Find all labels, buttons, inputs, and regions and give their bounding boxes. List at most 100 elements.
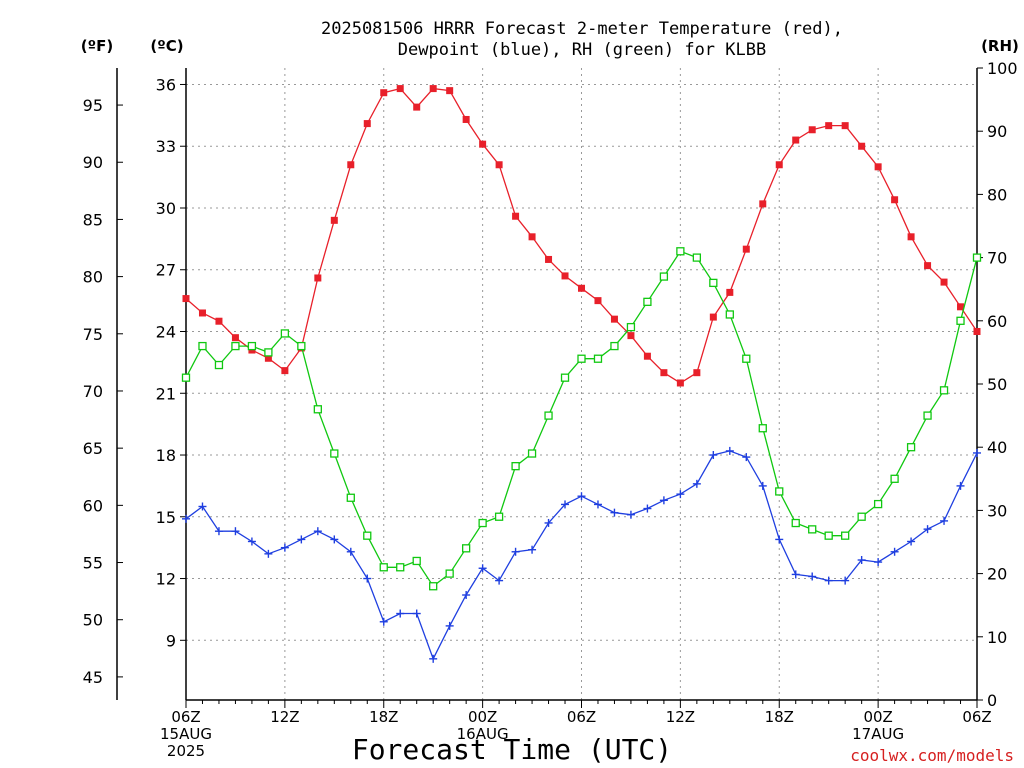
dewpoint-point [709,451,718,460]
fahrenheit-tick-label: 45 [83,668,103,687]
rh-point [593,354,603,363]
rh-point [181,373,191,382]
rh-point [330,449,339,458]
dewpoint-point [923,525,932,534]
celsius-unit-label: (ºC) [150,37,183,55]
rh-point [643,297,652,306]
rh-point [247,341,257,351]
dewpoint-point [577,492,586,501]
rh-point [214,360,224,370]
fahrenheit-unit-label: (ºF) [81,37,113,55]
temperature-point [528,233,536,241]
x-year-label: 2025 [167,742,205,760]
dewpoint-point [346,547,355,556]
celsius-tick-label: 9 [166,631,176,650]
celsius-tick-label: 12 [156,570,176,589]
dewpoint-point [742,453,751,462]
rh-tick-label: 50 [987,375,1007,394]
rh-tick-label: 90 [987,122,1007,141]
x-tick-label: 06Z [567,708,596,726]
x-tick-label: 18Z [369,708,398,726]
temperature-point [627,332,635,340]
dewpoint-point [956,481,965,490]
temperature-point [363,120,371,128]
temperature-point [396,85,404,93]
x-date-label: 15AUG [160,725,212,743]
x-axis-label: Forecast Time (UTC) [352,733,672,766]
temperature-point [380,89,388,97]
dewpoint-point [643,504,652,513]
rh-tick-label: 80 [987,185,1007,204]
rh-point [972,253,982,262]
fahrenheit-tick-label: 75 [83,325,103,344]
dewpoint-point [231,527,240,536]
temperature-point [215,317,223,325]
x-tick-label: 00Z [863,708,892,726]
fahrenheit-tick-label: 85 [83,210,103,229]
rh-unit-label: (RH) [981,37,1019,55]
temperature-point [907,233,915,241]
dewpoint-point [182,514,190,523]
rh-point [478,518,487,528]
dewpoint-point [676,490,685,499]
rh-point [231,341,240,351]
rh-point [577,354,586,363]
celsius-tick-label: 18 [156,446,176,465]
dewpoint-point [495,576,504,585]
dewpoint-point [841,576,850,585]
rh-point [775,487,784,496]
dewpoint-point [511,547,520,556]
rh-tick-label: 60 [987,312,1007,331]
temperature-point [479,140,487,148]
chart-title-line-1: 2025081506 HRRR Forecast 2-meter Tempera… [321,19,843,39]
temperature-point [545,255,553,263]
rh-point [791,518,800,528]
temperature-point [643,352,651,360]
dewpoint-point [890,547,899,556]
celsius-tick-label: 36 [156,75,176,94]
temperature-point [874,163,882,171]
rh-point [841,531,850,540]
series-layer [181,85,982,663]
rh-point [379,563,388,572]
temperature-point [495,161,503,169]
temperature-point [578,284,585,292]
dewpoint-point [692,479,701,488]
temperature-point [314,274,322,282]
rh-point [412,556,421,566]
rh-point [906,443,916,452]
temperature-point [808,126,816,134]
celsius-tick-label: 27 [156,261,176,280]
rh-tick-label: 0 [987,691,997,710]
temperature-point [792,136,800,144]
rh-point [725,310,734,319]
dewpoint-point [313,527,322,536]
credit-text: coolwx.com/models [850,746,1014,765]
x-date-label: 17AUG [852,725,904,743]
celsius-tick-label: 30 [156,199,176,218]
dewpoint-point [725,446,734,455]
temperature-point [858,142,866,150]
rh-point [511,462,520,471]
rh-point [659,272,669,281]
dewpoint-point [280,543,289,552]
rh-point [544,411,553,420]
temperature-point [231,334,239,342]
temperature-point [891,196,899,204]
rh-point [626,322,636,332]
rh-point [363,531,372,540]
dewpoint-point [808,572,817,581]
celsius-tick-label: 24 [156,323,176,342]
rh-point [610,341,619,351]
dewpoint-point [758,481,767,490]
dewpoint-point [379,617,388,626]
dewpoint-point [478,564,487,573]
fahrenheit-tick-label: 80 [83,268,103,287]
fahrenheit-tick-label: 90 [83,153,103,172]
temperature-point [594,297,602,305]
rh-tick-label: 10 [987,628,1007,647]
x-tick-label: 12Z [666,708,695,726]
temperature-point [709,313,717,321]
dewpoint-point [973,448,981,457]
rh-point [280,329,290,338]
